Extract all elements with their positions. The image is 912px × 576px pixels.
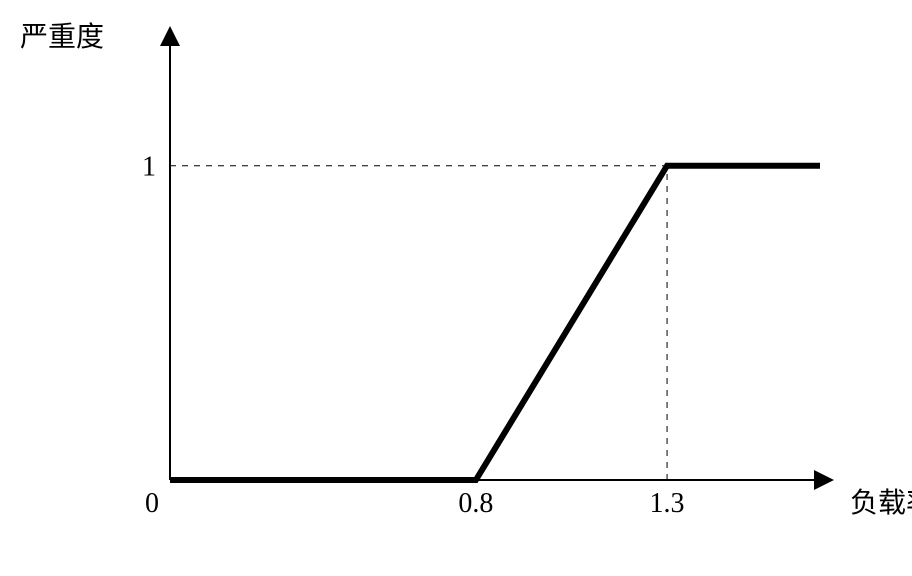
series-line (170, 166, 820, 480)
x-tick-label: 0.8 (458, 488, 493, 519)
x-tick-label: 1.3 (650, 488, 685, 519)
y-tick-label: 1 (142, 152, 156, 183)
x-axis-label: 负载率 (850, 487, 912, 519)
y-axis-label: 严重度 (20, 21, 104, 53)
severity-vs-load-chart: 0 0.8 1.3 1 负载率 严重度 (0, 0, 912, 576)
x-tick-label: 0 (145, 488, 159, 519)
